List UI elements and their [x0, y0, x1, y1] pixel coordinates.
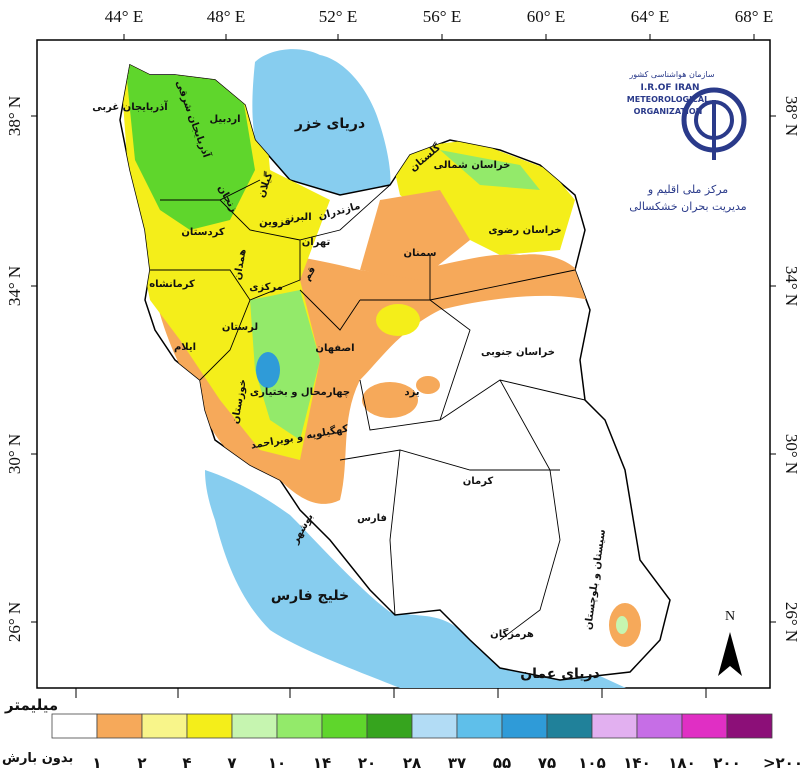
legend-label: ۱۰۵	[578, 754, 605, 772]
legend-swatch	[321, 713, 368, 739]
sea-label: دریای خزر	[294, 116, 365, 132]
logo-text: ORGANIZATION	[634, 107, 703, 116]
province-label: تهران	[302, 237, 331, 248]
latitude-label: 34° N	[5, 266, 24, 306]
province-label: چهارمحال و بختیاری	[250, 387, 350, 398]
province-label: آذربایجان غربی	[92, 100, 168, 113]
longitude-label: 56° E	[423, 7, 461, 26]
province-label: خراسان شمالی	[434, 160, 511, 171]
longitude-label: 48° E	[207, 7, 245, 26]
legend-label: ۷	[227, 754, 236, 772]
green-zone	[125, 65, 255, 230]
longitude-label: 44° E	[105, 7, 143, 26]
legend-label: ۲۰	[358, 754, 376, 772]
north-arrow	[718, 632, 742, 676]
north-label: N	[725, 609, 735, 624]
longitude-label: 52° E	[319, 7, 357, 26]
legend-label: ۲۰۰	[713, 754, 740, 772]
legend-label: ۱	[92, 754, 101, 772]
logo-text: I.R.OF IRAN	[641, 83, 700, 93]
caspian-sea	[252, 49, 391, 195]
province-label: یزد	[404, 387, 419, 398]
legend-swatch	[726, 713, 773, 739]
logo-text: مرکز ملی اقلیم و	[647, 183, 728, 196]
province-label: اردبیل	[209, 114, 240, 125]
longitude-label: 60° E	[527, 7, 565, 26]
legend-label: ۱۰	[268, 754, 286, 772]
orange-zone	[416, 376, 440, 394]
legend-label: ۲	[137, 754, 146, 772]
legend-label: >۲۰۰	[763, 754, 803, 772]
longitude-label: 68° E	[735, 7, 773, 26]
logo: سازمان هواشناسی کشور I.R.OF IRAN METEORO…	[627, 70, 747, 213]
province-label: اصفهان	[315, 343, 354, 354]
legend-label: ۷۵	[538, 754, 556, 772]
province-label: فارس	[357, 513, 387, 524]
latitude-label: 38° N	[782, 96, 801, 136]
legend-label: ۵۵	[493, 754, 511, 772]
province-label: خراسان جنوبی	[481, 347, 555, 358]
yellow-zone	[376, 304, 420, 336]
latitude-label: 30° N	[782, 434, 801, 474]
green-zone	[440, 150, 540, 190]
province-label: سمنان	[404, 248, 437, 259]
latitude-label: 38° N	[5, 96, 24, 136]
legend-swatch	[51, 713, 98, 739]
longitude-label: 64° E	[631, 7, 669, 26]
province-label: قزوین	[259, 217, 291, 228]
precipitation-fields	[120, 65, 641, 647]
legend-swatch	[411, 713, 458, 739]
legend-swatch	[96, 713, 143, 739]
orange-zone	[360, 190, 470, 280]
legend-label: ۴	[182, 754, 191, 772]
legend-label: ۱۴۰	[623, 754, 650, 772]
province-borders	[150, 179, 586, 641]
legend-swatch	[231, 713, 278, 739]
province-label: همدان	[232, 248, 248, 281]
latitude-label: 30° N	[5, 434, 24, 474]
legend-swatch	[681, 713, 728, 739]
legend-swatch	[186, 713, 233, 739]
legend-swatch	[636, 713, 683, 739]
latitude-label: 26° N	[5, 602, 24, 642]
logo-text: مدیریت بحران خشکسالی	[629, 200, 746, 213]
legend-swatch	[366, 713, 413, 739]
sea-label: خلیج فارس	[271, 588, 349, 604]
yellow-zone	[390, 140, 575, 255]
province-label: مرکزی	[249, 282, 283, 293]
legend-swatch	[276, 713, 323, 739]
logo-text: METEOROLOGICAL	[627, 95, 709, 104]
province-label: کرمانشاه	[149, 279, 195, 290]
province-label: ایلام	[174, 342, 196, 353]
legend-no-rain: بدون بارش	[2, 751, 73, 766]
latitude-label: 34° N	[782, 266, 801, 306]
blue-zone	[256, 352, 280, 388]
legend-swatch	[141, 713, 188, 739]
province-label: هرمزگان	[490, 627, 534, 640]
province-label: البرز	[287, 212, 311, 223]
legend-label: ۳۷	[448, 754, 466, 772]
province-label: کرمان	[463, 476, 494, 487]
legend-swatch	[456, 713, 503, 739]
province-label: خراسان رضوی	[488, 225, 561, 236]
orange-zone	[362, 382, 418, 418]
legend-swatch	[591, 713, 638, 739]
sea-label: دریای عمان	[520, 666, 600, 682]
legend-swatch	[546, 713, 593, 739]
green-zone	[250, 290, 320, 440]
legend-label: ۲۸	[403, 754, 421, 772]
persian-gulf	[205, 470, 626, 688]
province-label: لرستان	[222, 322, 258, 333]
legend-swatch	[501, 713, 548, 739]
province-label: کردستان	[181, 227, 225, 238]
logo-text: سازمان هواشناسی کشور	[628, 70, 714, 79]
legend-label: ۱۸۰	[668, 754, 695, 772]
latitude-label: 26° N	[782, 602, 801, 642]
green-zone	[616, 616, 628, 634]
legend-unit: میلیمتر	[4, 696, 58, 714]
legend-label: ۱۴	[313, 754, 331, 772]
